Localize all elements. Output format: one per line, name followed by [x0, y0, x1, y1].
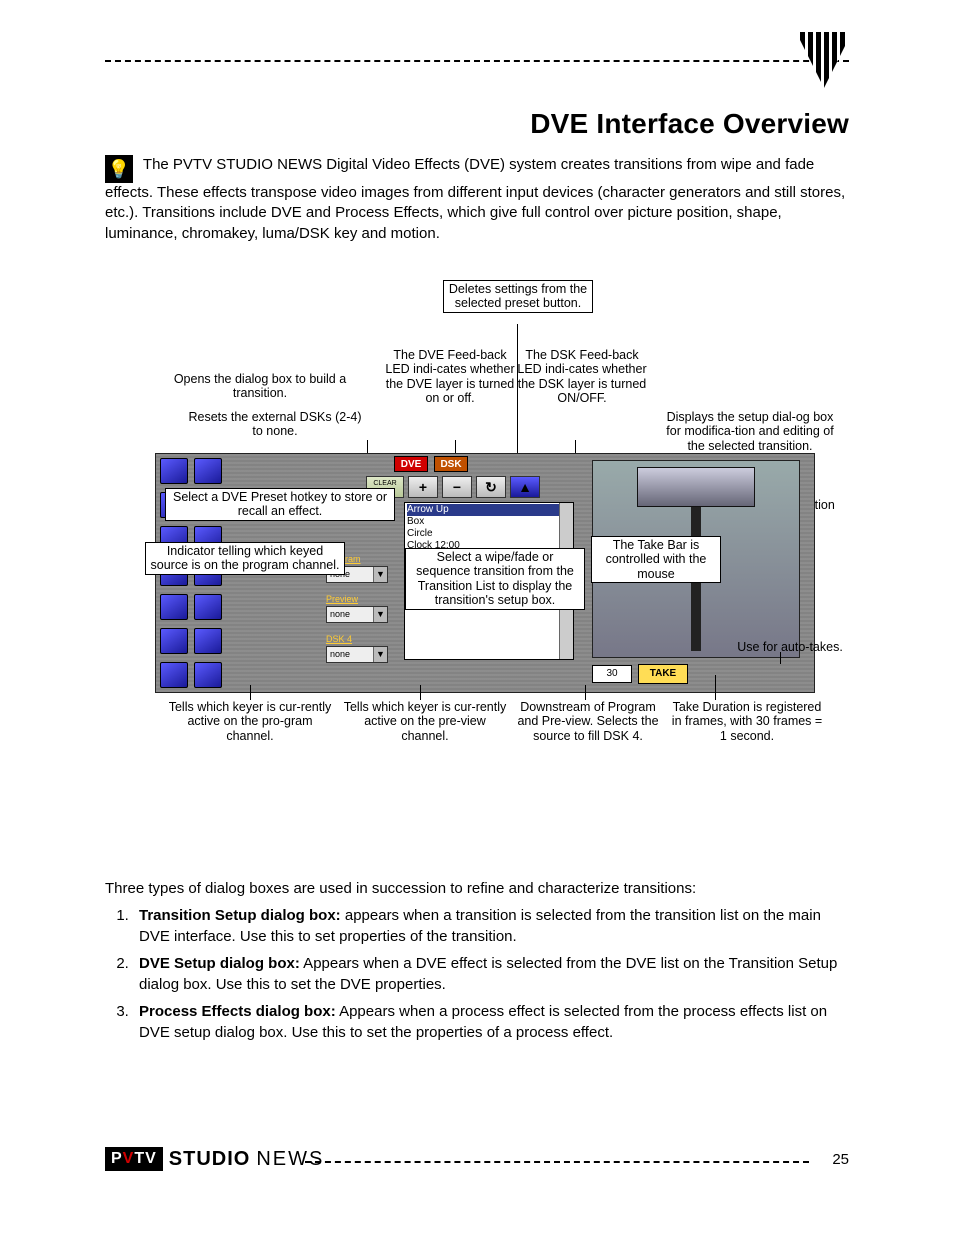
- corner-logo: [796, 32, 852, 88]
- intro-text: The PVTV STUDIO NEWS Digital Video Effec…: [105, 156, 845, 242]
- leader: [420, 685, 421, 700]
- callout-take-dur: Take Duration is registered in frames, w…: [667, 700, 827, 743]
- preset-button[interactable]: [160, 628, 188, 654]
- list-item: Transition Setup dialog box: appears whe…: [133, 905, 849, 947]
- list-item: Process Effects dialog box: Appears when…: [133, 1001, 849, 1043]
- transition-list-item[interactable]: Box: [407, 516, 571, 528]
- take-button[interactable]: TAKE: [638, 664, 688, 684]
- dve-diagram: Deletes settings from the selected prese…: [155, 280, 855, 800]
- loop-button[interactable]: ↻: [476, 476, 506, 498]
- leader: [715, 675, 716, 700]
- callout-auto-take: Use for auto-takes.: [735, 640, 845, 654]
- callout-keyer-prog: Tells which keyer is cur-rently active o…: [165, 700, 335, 743]
- preset-button[interactable]: [160, 662, 188, 688]
- leader: [585, 685, 586, 700]
- callout-setup-box: Displays the setup dial-og box for modif…: [665, 410, 835, 453]
- callout-preset-hotkey: Select a DVE Preset hotkey to store or r…: [165, 488, 395, 521]
- callout-dve-led: The DVE Feed-back LED indi-cates whether…: [385, 348, 515, 406]
- transition-list-item[interactable]: Arrow Up: [407, 504, 571, 516]
- label-dsk4: DSK 4: [326, 634, 352, 644]
- dsk4-dropdown[interactable]: none▼: [326, 646, 388, 663]
- leader: [780, 652, 781, 664]
- preset-button[interactable]: [194, 662, 222, 688]
- edit-button[interactable]: ▲: [510, 476, 540, 498]
- footer-logo: PVTV STUDIO NEWS: [105, 1147, 324, 1171]
- callout-keyer-prev: Tells which keyer is cur-rently active o…: [340, 700, 510, 743]
- callout-take-bar: The Take Bar is controlled with the mous…: [591, 536, 721, 583]
- preset-button[interactable]: [160, 458, 188, 484]
- page-number: 25: [832, 1151, 849, 1168]
- top-dashed-rule: [105, 60, 849, 62]
- dve-led: DVE: [394, 456, 428, 472]
- leader: [250, 685, 251, 700]
- callout-keyed-source: Indicator telling which keyed source is …: [145, 542, 345, 575]
- body-text: Three types of dialog boxes are used in …: [105, 878, 849, 1049]
- callout-dsk-led: The DSK Feed-back LED indi-cates whether…: [517, 348, 647, 406]
- preset-button[interactable]: [194, 458, 222, 484]
- transition-list-item[interactable]: Circle: [407, 528, 571, 540]
- pvtv-badge: PVTV: [105, 1147, 163, 1171]
- take-row: 30 TAKE: [592, 664, 688, 684]
- take-bar-knob[interactable]: [637, 467, 755, 507]
- footer-news: NEWS: [256, 1148, 324, 1171]
- preset-button[interactable]: [160, 594, 188, 620]
- footer-studio: STUDIO: [169, 1148, 251, 1171]
- preview-dropdown[interactable]: none▼: [326, 606, 388, 623]
- preset-button[interactable]: [194, 628, 222, 654]
- page-title: DVE Interface Overview: [530, 108, 849, 140]
- dsk-led: DSK: [434, 456, 468, 472]
- footer-dashed-rule: [305, 1161, 809, 1163]
- preset-button[interactable]: [194, 594, 222, 620]
- plus-button[interactable]: +: [408, 476, 438, 498]
- callout-open-build: Opens the dialog box to build a transiti…: [165, 372, 355, 401]
- label-preview: Preview: [326, 594, 358, 604]
- page-footer: PVTV STUDIO NEWS 25: [105, 1147, 849, 1177]
- minus-button[interactable]: −: [442, 476, 472, 498]
- list-item: DVE Setup dialog box: Appears when a DVE…: [133, 953, 849, 995]
- lightbulb-icon: 💡: [105, 155, 133, 183]
- callout-select-trans: Select a wipe/fade or sequence transitio…: [405, 548, 585, 610]
- take-duration-field[interactable]: 30: [592, 665, 632, 683]
- body-lead: Three types of dialog boxes are used in …: [105, 878, 849, 899]
- callout-dsk4: Downstream of Program and Pre-view. Sele…: [513, 700, 663, 743]
- intro-paragraph: 💡 The PVTV STUDIO NEWS Digital Video Eff…: [105, 155, 849, 244]
- callout-reset-dsk: Resets the external DSKs (2-4) to none.: [185, 410, 365, 439]
- callout-delete-preset: Deletes settings from the selected prese…: [443, 280, 593, 313]
- leader: [517, 324, 518, 474]
- led-row: DVE DSK: [394, 456, 468, 472]
